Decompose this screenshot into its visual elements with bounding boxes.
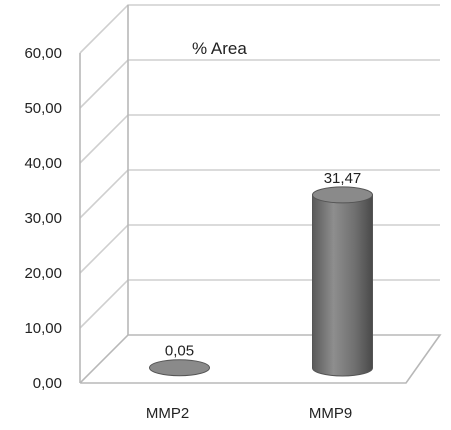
gridline xyxy=(79,169,440,219)
bars xyxy=(149,186,373,377)
data-labels: 0,05 31,47 xyxy=(165,170,361,360)
y-tick-label: 0,00 xyxy=(33,375,62,392)
gridline xyxy=(79,59,440,109)
gridline xyxy=(79,114,440,164)
y-tick-label: 20,00 xyxy=(24,265,62,282)
y-tick-label: 40,00 xyxy=(24,155,62,172)
floor-outline xyxy=(79,334,442,384)
y-tick-label: 50,00 xyxy=(24,100,62,117)
y-tick-label: 60,00 xyxy=(24,45,62,62)
y-tick-label: 10,00 xyxy=(24,320,62,337)
bar-mmp2 xyxy=(149,359,210,377)
bar-mmp9 xyxy=(312,186,373,377)
gridline xyxy=(79,224,440,274)
category-label: MMP2 xyxy=(146,405,189,422)
chart-title: % Area xyxy=(192,39,247,58)
bar-body xyxy=(312,194,373,377)
gridline xyxy=(79,279,440,329)
gridlines xyxy=(79,4,440,329)
category-label: MMP9 xyxy=(309,405,352,422)
y-axis-tick-labels: 0,00 10,00 20,00 30,00 40,00 50,00 60,00 xyxy=(24,45,62,392)
bar-top xyxy=(149,359,210,377)
data-label: 31,47 xyxy=(324,170,362,187)
x-axis-category-labels: MMP2 MMP9 xyxy=(146,405,352,422)
data-label: 0,05 xyxy=(165,343,194,360)
bar-top xyxy=(312,186,373,204)
chart-walls xyxy=(79,5,442,384)
gridline xyxy=(79,4,440,54)
y-tick-label: 30,00 xyxy=(24,210,62,227)
